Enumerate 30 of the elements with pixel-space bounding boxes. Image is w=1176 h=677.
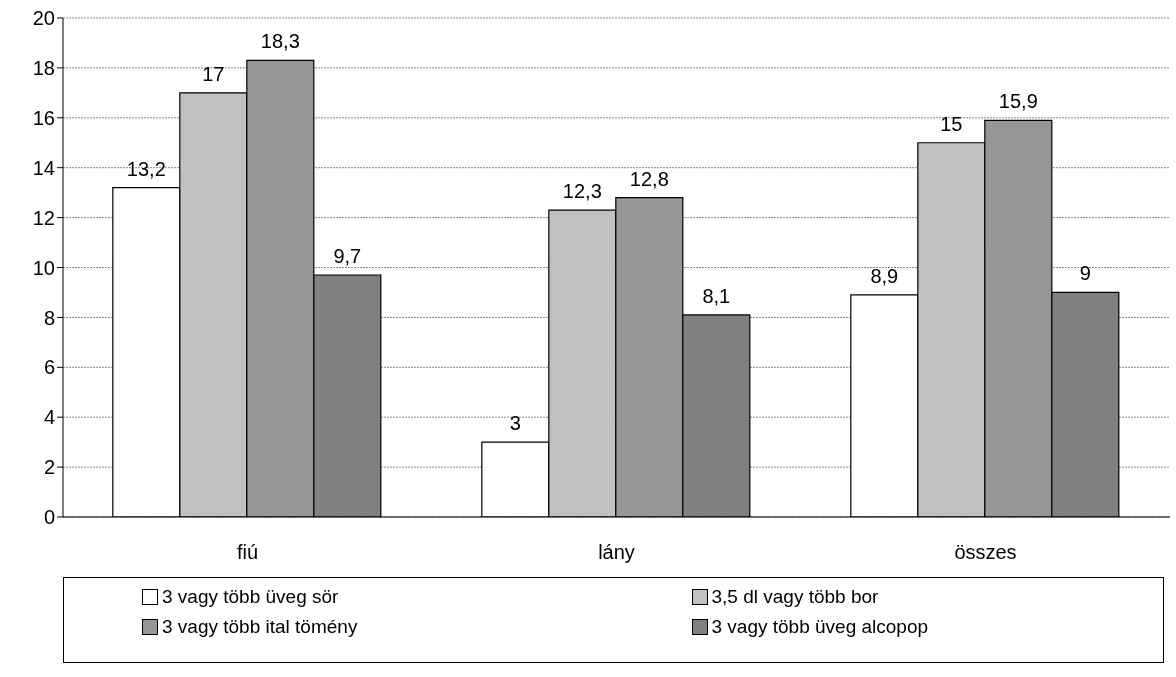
legend-label: 3 vagy több ital tömény — [162, 616, 358, 638]
y-tick-label: 0 — [43, 506, 55, 529]
data-label: 9 — [1079, 262, 1091, 285]
x-tick-label: fiú — [236, 541, 259, 564]
y-tick-label: 2 — [43, 456, 55, 479]
legend-label: 3 vagy több üveg alcopop — [711, 616, 929, 638]
data-label: 15,9 — [998, 90, 1038, 113]
y-tick-label: 6 — [43, 356, 55, 379]
legend-label: 3 vagy több üveg sör — [162, 586, 339, 608]
y-tick-label: 4 — [43, 406, 55, 429]
data-label: 8,9 — [870, 264, 899, 287]
data-label: 12,3 — [562, 180, 602, 203]
y-tick-label: 14 — [32, 156, 55, 179]
data-label: 15 — [940, 112, 963, 135]
y-tick-label: 20 — [32, 7, 55, 30]
data-label: 8,1 — [702, 284, 731, 307]
y-tick-label: 8 — [43, 306, 55, 329]
data-label: 18,3 — [260, 30, 300, 53]
data-label: 13,2 — [126, 157, 166, 180]
data-label: 3 — [509, 412, 521, 435]
y-tick-label: 12 — [32, 206, 55, 229]
data-label: 17 — [202, 62, 225, 85]
data-label: 12,8 — [629, 167, 669, 190]
y-tick-label: 10 — [32, 256, 55, 279]
y-tick-label: 18 — [32, 57, 55, 79]
y-tick-label: 16 — [32, 106, 55, 129]
x-tick-label: lány — [598, 541, 635, 564]
data-label: 9,7 — [333, 244, 362, 267]
legend-label: 3,5 dl vagy több bor — [711, 586, 879, 608]
x-tick-label: összes — [954, 541, 1017, 564]
